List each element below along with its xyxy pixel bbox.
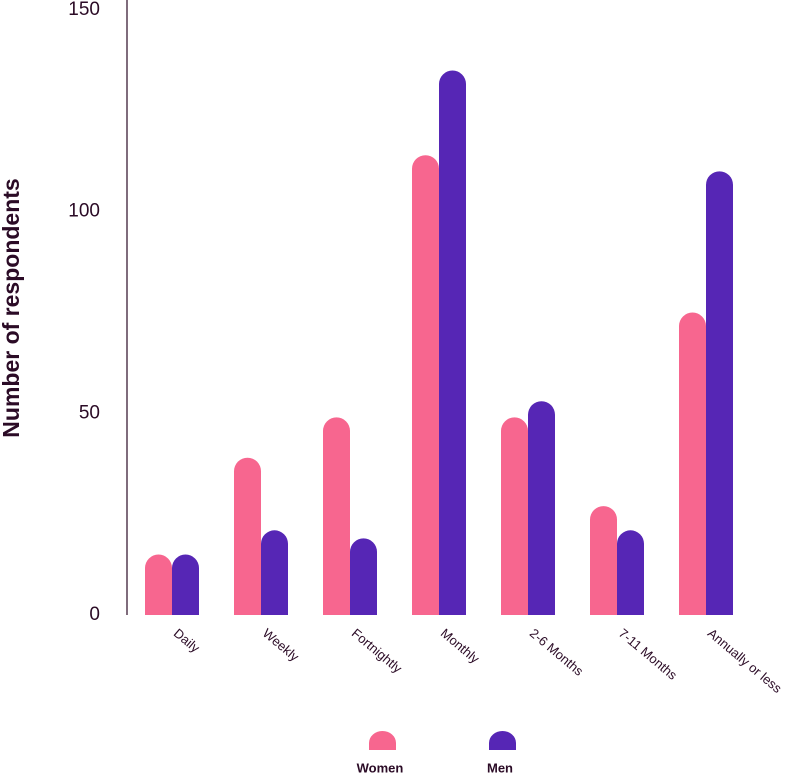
bar bbox=[679, 312, 706, 615]
bar bbox=[234, 457, 261, 615]
legend-label: Women bbox=[357, 760, 404, 775]
bar bbox=[528, 401, 555, 615]
x-tick-label: Fortnightly bbox=[349, 625, 406, 676]
legend-swatch bbox=[489, 731, 516, 750]
y-axis-title: Number of respondents bbox=[0, 178, 24, 437]
bar bbox=[501, 417, 528, 615]
bar bbox=[439, 70, 466, 615]
y-tick-label: 150 bbox=[68, 0, 100, 20]
bar bbox=[323, 417, 350, 615]
legend-label: Men bbox=[487, 760, 513, 775]
legend-swatch bbox=[369, 731, 396, 750]
bar bbox=[145, 554, 172, 615]
bar bbox=[261, 530, 288, 615]
x-tick-label: 7-11 Months bbox=[616, 625, 681, 683]
x-tick-label: 2-6 Months bbox=[527, 625, 587, 679]
x-tick-label: Daily bbox=[171, 625, 203, 655]
bar bbox=[706, 171, 733, 616]
x-tick-label: Monthly bbox=[438, 625, 483, 666]
y-tick-label: 50 bbox=[79, 402, 100, 423]
x-tick-label: Weekly bbox=[260, 625, 302, 664]
x-tick-label: Annually or less bbox=[705, 625, 785, 696]
bar bbox=[617, 530, 644, 615]
bar bbox=[172, 554, 199, 615]
bar bbox=[350, 538, 377, 615]
bar bbox=[590, 506, 617, 615]
bar bbox=[412, 155, 439, 615]
y-tick-label: 100 bbox=[68, 201, 100, 222]
y-tick-label: 0 bbox=[89, 604, 100, 625]
